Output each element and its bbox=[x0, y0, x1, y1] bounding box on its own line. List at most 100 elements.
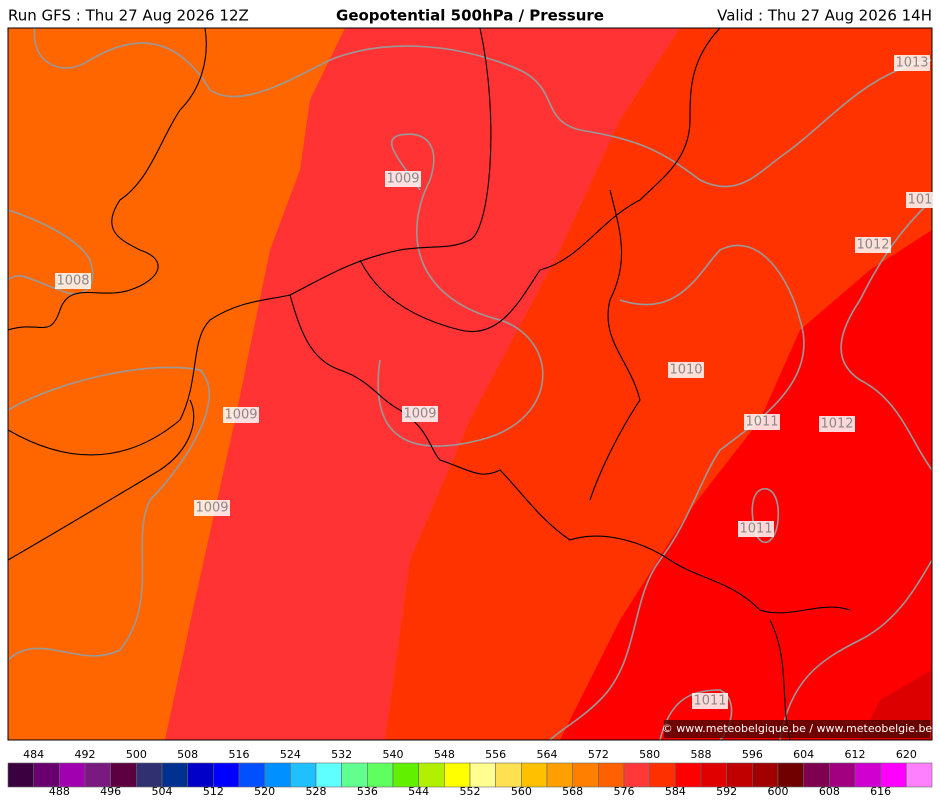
colorbar-label: 580 bbox=[639, 748, 660, 761]
copyright: © www.meteobelgique.be / www.meteobelgie… bbox=[662, 722, 933, 735]
isobar-label-text: 1010 bbox=[669, 363, 702, 378]
isobar-label-text: 1012 bbox=[856, 238, 889, 253]
colorbar-segment bbox=[187, 762, 214, 788]
map-frame bbox=[7, 27, 933, 741]
colorbar-segment bbox=[546, 762, 573, 788]
colorbar-segment bbox=[136, 762, 163, 788]
colorbar-label: 492 bbox=[75, 748, 96, 761]
colorbar-label: 572 bbox=[588, 748, 609, 761]
colorbar-segment bbox=[598, 762, 625, 788]
map bbox=[8, 28, 932, 740]
colorbar-label: 596 bbox=[742, 748, 763, 761]
colorbar-segment bbox=[906, 762, 933, 788]
colorbar-label: 540 bbox=[383, 748, 404, 761]
isobar-label-text: 1009 bbox=[224, 408, 257, 423]
isobar-label: 1009 bbox=[194, 500, 230, 516]
colorbar-segment bbox=[264, 762, 291, 788]
colorbar-segment bbox=[341, 762, 368, 788]
isobar-label: 1011 bbox=[692, 693, 728, 709]
colorbar-segment bbox=[854, 762, 881, 788]
colorbar-label: 484 bbox=[23, 748, 44, 761]
colorbar-segment bbox=[829, 762, 856, 788]
colorbar-segment bbox=[469, 762, 496, 788]
colorbar-label: 508 bbox=[177, 748, 198, 761]
colorbar-segment bbox=[803, 762, 830, 788]
colorbar-segment bbox=[572, 762, 599, 788]
colorbar-label: 524 bbox=[280, 748, 301, 761]
isobar-label-text: 1009 bbox=[386, 172, 419, 187]
colorbar-label: 560 bbox=[511, 785, 532, 798]
colorbar-label: 528 bbox=[306, 785, 327, 798]
isobar-label: 1012 bbox=[819, 416, 855, 432]
colorbar-segment bbox=[392, 762, 419, 788]
colorbar: 484 488 492 496 500 504 508 512 516 520 524 528 532 5… bbox=[7, 748, 933, 798]
colorbar-segment bbox=[675, 762, 702, 788]
colorbar-label: 516 bbox=[229, 748, 250, 761]
valid-label: Valid : Thu 27 Aug 2026 14H bbox=[717, 7, 932, 25]
colorbar-segment bbox=[623, 762, 650, 788]
colorbar-segment bbox=[880, 762, 907, 788]
isobar-label: 1011 bbox=[738, 521, 774, 537]
colorbar-label: 608 bbox=[819, 785, 840, 798]
isobar-label: 1009 bbox=[223, 407, 259, 423]
colorbar-label: 568 bbox=[562, 785, 583, 798]
colorbar-segment bbox=[7, 762, 34, 788]
colorbar-segment bbox=[367, 762, 394, 788]
isobar-label-text: 1011 bbox=[745, 415, 778, 430]
colorbar-label: 520 bbox=[254, 785, 275, 798]
colorbar-segment bbox=[290, 762, 317, 788]
colorbar-label: 500 bbox=[126, 748, 147, 761]
isobar-label-text: 1009 bbox=[195, 501, 228, 516]
colorbar-label: 616 bbox=[870, 785, 891, 798]
colorbar-label: 588 bbox=[691, 748, 712, 761]
isobar-label-text: 1012 bbox=[820, 417, 853, 432]
isobar-label: 1009 bbox=[385, 171, 421, 187]
colorbar-label: 548 bbox=[434, 748, 455, 761]
colorbar-label: 564 bbox=[537, 748, 558, 761]
colorbar-segment bbox=[84, 762, 111, 788]
colorbar-label: 556 bbox=[485, 748, 506, 761]
band-red bbox=[560, 230, 932, 740]
colorbar-label: 488 bbox=[49, 785, 70, 798]
colorbar-segment bbox=[752, 762, 779, 788]
colorbar-label: 600 bbox=[768, 785, 789, 798]
borders bbox=[8, 28, 851, 740]
band-red-pink bbox=[165, 28, 680, 740]
colorbar-label: 512 bbox=[203, 785, 224, 798]
isobar-label: 1011 bbox=[744, 414, 780, 430]
isobar-label-text: 101 bbox=[908, 193, 933, 208]
isobar-label-text: 1011 bbox=[693, 694, 726, 709]
colorbar-label: 584 bbox=[665, 785, 686, 798]
colorbar-label: 612 bbox=[845, 748, 866, 761]
colorbar-segment bbox=[161, 762, 188, 788]
colorbar-segment bbox=[726, 762, 753, 788]
isobar-label: 1008 bbox=[55, 273, 91, 289]
isobar-label: 1009 bbox=[402, 406, 438, 422]
colorbar-label: 620 bbox=[896, 748, 917, 761]
colorbar-segment bbox=[59, 762, 86, 788]
colorbar-segment bbox=[649, 762, 676, 788]
colorbar-segment bbox=[418, 762, 445, 788]
colorbar-label: 552 bbox=[460, 785, 481, 798]
copyright-box bbox=[664, 720, 930, 738]
isobar-label: 1013 bbox=[894, 55, 930, 71]
colorbar-segment bbox=[444, 762, 471, 788]
colorbar-segment bbox=[213, 762, 240, 788]
colorbar-label: 504 bbox=[152, 785, 173, 798]
colorbar-segment bbox=[238, 762, 265, 788]
isobar-label-text: 1013 bbox=[895, 56, 928, 71]
isobars bbox=[8, 28, 932, 740]
isobar-label: 101 bbox=[906, 192, 934, 208]
isobar-label-text: 1008 bbox=[56, 274, 89, 289]
colorbar-segment bbox=[495, 762, 522, 788]
colorbar-label: 604 bbox=[793, 748, 814, 761]
isobar-label-text: 1009 bbox=[403, 407, 436, 422]
colorbar-label: 544 bbox=[408, 785, 429, 798]
colorbar-segment bbox=[315, 762, 342, 788]
colorbar-segment bbox=[777, 762, 804, 788]
colorbar-label: 592 bbox=[716, 785, 737, 798]
colorbar-segment bbox=[110, 762, 137, 788]
colorbar-label: 536 bbox=[357, 785, 378, 798]
colorbar-label: 576 bbox=[614, 785, 635, 798]
isobar-label: 1012 bbox=[855, 237, 891, 253]
